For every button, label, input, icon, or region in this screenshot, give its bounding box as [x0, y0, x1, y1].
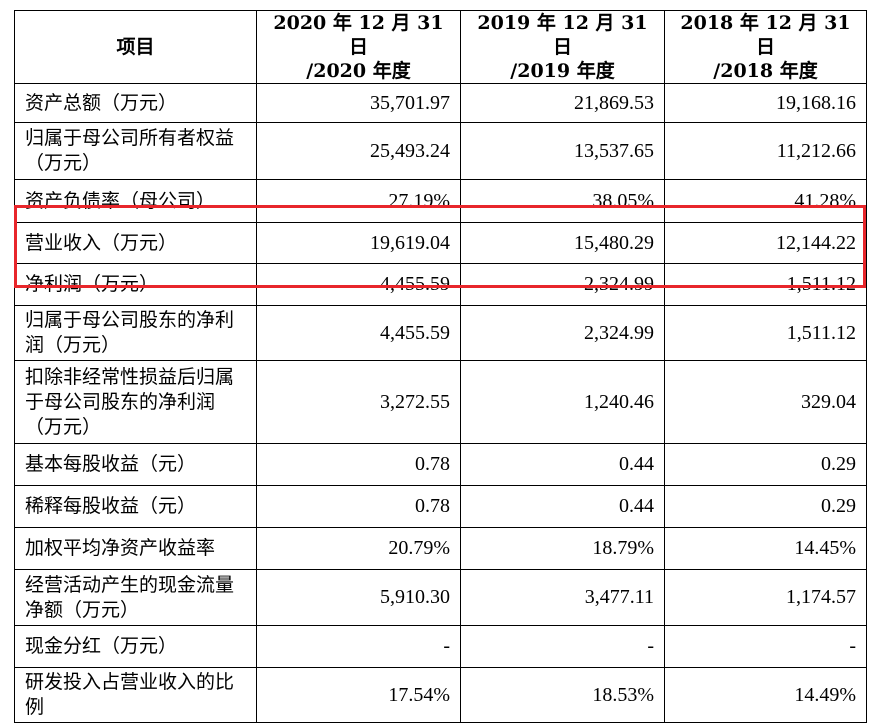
row-label: 经营活动产生的现金流量净额（万元） — [14, 569, 257, 626]
table-row: 扣除非经常性损益后归属于母公司股东的净利润（万元） 3,272.55 1,240… — [14, 360, 867, 444]
row-label: 归属于母公司所有者权益（万元） — [14, 122, 257, 180]
value-2018: 11,212.66 — [664, 122, 867, 180]
table-row: 稀释每股收益（元） 0.78 0.44 0.29 — [14, 485, 867, 528]
value-2019: - — [460, 625, 665, 668]
value-2020: - — [256, 625, 461, 668]
value-2018: 12,144.22 — [664, 222, 867, 264]
value-2018: 329.04 — [664, 360, 867, 444]
value-2018: 1,174.57 — [664, 569, 867, 626]
value-2018: - — [664, 625, 867, 668]
value-2019: 18.53% — [460, 667, 665, 723]
header-2019-year: /2019 年度 — [510, 60, 615, 82]
value-2019: 2,324.99 — [460, 263, 665, 306]
row-label: 扣除非经常性损益后归属于母公司股东的净利润（万元） — [14, 360, 257, 444]
row-label: 归属于母公司股东的净利润（万元） — [14, 305, 257, 361]
value-2018: 0.29 — [664, 443, 867, 486]
header-2019: 2019 年 12 月 31 日 /2019 年度 — [460, 10, 665, 84]
value-2018: 0.29 — [664, 485, 867, 528]
value-2019: 38.05% — [460, 179, 665, 223]
value-2019: 1,240.46 — [460, 360, 665, 444]
header-2018-date: 2018 年 12 月 31 日 — [680, 12, 851, 58]
row-label: 净利润（万元） — [14, 263, 257, 306]
value-2018: 41.28% — [664, 179, 867, 223]
value-2019: 2,324.99 — [460, 305, 665, 361]
value-2020: 4,455.59 — [256, 305, 461, 361]
header-2020-year: /2020 年度 — [306, 60, 411, 82]
row-label: 资产负债率（母公司） — [14, 179, 257, 223]
table-row: 净利润（万元） 4,455.59 2,324.99 1,511.12 — [14, 263, 867, 306]
table-row: 现金分红（万元） - - - — [14, 625, 867, 668]
value-2020: 17.54% — [256, 667, 461, 723]
row-label: 基本每股收益（元） — [14, 443, 257, 486]
value-2020: 35,701.97 — [256, 83, 461, 123]
header-2018: 2018 年 12 月 31 日 /2018 年度 — [664, 10, 867, 84]
value-2020: 5,910.30 — [256, 569, 461, 626]
value-2018: 14.49% — [664, 667, 867, 723]
table-header-row: 项目 2020 年 12 月 31 日 /2020 年度 2019 年 12 月… — [14, 10, 867, 84]
value-2018: 1,511.12 — [664, 263, 867, 306]
row-label: 营业收入（万元） — [14, 222, 257, 264]
value-2020: 3,272.55 — [256, 360, 461, 444]
row-label: 现金分红（万元） — [14, 625, 257, 668]
value-2020: 20.79% — [256, 527, 461, 570]
table-row: 资产负债率（母公司） 27.19% 38.05% 41.28% — [14, 179, 867, 223]
row-label: 加权平均净资产收益率 — [14, 527, 257, 570]
value-2019: 13,537.65 — [460, 122, 665, 180]
value-2018: 1,511.12 — [664, 305, 867, 361]
value-2020: 4,455.59 — [256, 263, 461, 306]
table-row: 营业收入（万元） 19,619.04 15,480.29 12,144.22 — [14, 222, 867, 264]
table-row: 研发投入占营业收入的比例 17.54% 18.53% 14.49% — [14, 667, 867, 723]
value-2019: 0.44 — [460, 485, 665, 528]
row-label: 研发投入占营业收入的比例 — [14, 667, 257, 723]
table-row: 资产总额（万元） 35,701.97 21,869.53 19,168.16 — [14, 83, 867, 123]
value-2020: 0.78 — [256, 485, 461, 528]
value-2020: 25,493.24 — [256, 122, 461, 180]
row-label: 资产总额（万元） — [14, 83, 257, 123]
header-item: 项目 — [14, 10, 257, 84]
value-2018: 19,168.16 — [664, 83, 867, 123]
value-2019: 18.79% — [460, 527, 665, 570]
table-row: 归属于母公司股东的净利润（万元） 4,455.59 2,324.99 1,511… — [14, 305, 867, 361]
value-2020: 0.78 — [256, 443, 461, 486]
table-row: 基本每股收益（元） 0.78 0.44 0.29 — [14, 443, 867, 486]
header-2020: 2020 年 12 月 31 日 /2020 年度 — [256, 10, 461, 84]
header-2019-date: 2019 年 12 月 31 日 — [477, 12, 648, 58]
table-row: 经营活动产生的现金流量净额（万元） 5,910.30 3,477.11 1,17… — [14, 569, 867, 626]
financial-data-table: 项目 2020 年 12 月 31 日 /2020 年度 2019 年 12 月… — [14, 10, 867, 723]
value-2019: 0.44 — [460, 443, 665, 486]
value-2018: 14.45% — [664, 527, 867, 570]
table-row: 加权平均净资产收益率 20.79% 18.79% 14.45% — [14, 527, 867, 570]
table-row: 归属于母公司所有者权益（万元） 25,493.24 13,537.65 11,2… — [14, 122, 867, 180]
row-label: 稀释每股收益（元） — [14, 485, 257, 528]
value-2019: 3,477.11 — [460, 569, 665, 626]
value-2019: 21,869.53 — [460, 83, 665, 123]
header-2020-date: 2020 年 12 月 31 日 — [273, 12, 444, 58]
value-2019: 15,480.29 — [460, 222, 665, 264]
header-2018-year: /2018 年度 — [713, 60, 818, 82]
value-2020: 27.19% — [256, 179, 461, 223]
value-2020: 19,619.04 — [256, 222, 461, 264]
